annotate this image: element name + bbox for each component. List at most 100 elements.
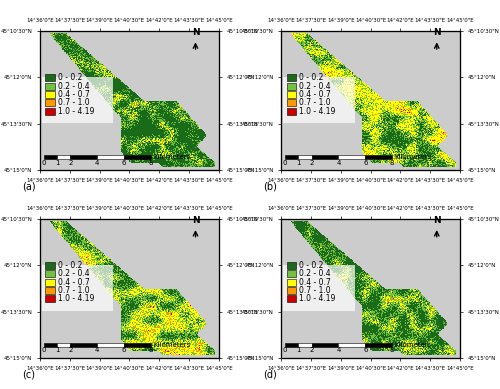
Text: 0: 0 <box>42 160 46 166</box>
Text: 8: 8 <box>148 347 153 354</box>
Bar <box>97 155 124 159</box>
Text: 1.0 - 4.19: 1.0 - 4.19 <box>299 294 336 303</box>
Bar <box>338 343 365 347</box>
Text: (c): (c) <box>22 369 35 379</box>
Text: 0.4 - 0.7: 0.4 - 0.7 <box>58 90 90 99</box>
Text: 4: 4 <box>336 160 340 166</box>
Text: (a): (a) <box>22 181 36 191</box>
Text: N: N <box>192 216 200 225</box>
Text: 1.0 - 4.19: 1.0 - 4.19 <box>58 107 94 116</box>
Text: 0.7 - 1.0: 0.7 - 1.0 <box>299 286 331 295</box>
FancyBboxPatch shape <box>283 77 354 123</box>
Bar <box>46 82 55 89</box>
FancyBboxPatch shape <box>283 265 354 310</box>
Text: 0 - 0.2: 0 - 0.2 <box>299 261 324 270</box>
Text: 1.0 - 4.19: 1.0 - 4.19 <box>299 107 336 116</box>
Text: 0.2 - 0.4: 0.2 - 0.4 <box>58 82 90 91</box>
Bar <box>46 91 55 98</box>
Text: 0.2 - 0.4: 0.2 - 0.4 <box>299 269 331 278</box>
Bar <box>286 287 296 294</box>
Text: 1: 1 <box>54 160 59 166</box>
Bar <box>286 295 296 302</box>
FancyBboxPatch shape <box>42 77 114 123</box>
Text: 0.7 - 1.0: 0.7 - 1.0 <box>58 98 90 107</box>
Text: Kilometers: Kilometers <box>154 154 190 160</box>
Bar <box>46 270 55 277</box>
Text: 6: 6 <box>363 160 368 166</box>
Bar <box>286 82 296 89</box>
Text: 4: 4 <box>95 347 100 354</box>
Bar <box>285 343 298 347</box>
Text: 0.2 - 0.4: 0.2 - 0.4 <box>58 269 90 278</box>
Text: 4: 4 <box>95 160 100 166</box>
Text: 0 - 0.2: 0 - 0.2 <box>299 73 324 82</box>
Bar <box>286 279 296 286</box>
Text: 8: 8 <box>390 160 394 166</box>
Text: 0.4 - 0.7: 0.4 - 0.7 <box>58 278 90 287</box>
Text: 0.7 - 1.0: 0.7 - 1.0 <box>299 98 331 107</box>
Text: 8: 8 <box>148 160 153 166</box>
Text: 0: 0 <box>282 160 287 166</box>
Text: 4: 4 <box>336 347 340 354</box>
Bar <box>70 343 97 347</box>
Bar <box>286 262 296 269</box>
Text: 1: 1 <box>296 160 300 166</box>
Text: 8: 8 <box>390 347 394 354</box>
Text: 0.4 - 0.7: 0.4 - 0.7 <box>299 90 331 99</box>
Text: 6: 6 <box>363 347 368 354</box>
Bar <box>57 343 70 347</box>
Text: 0 - 0.2: 0 - 0.2 <box>58 73 82 82</box>
Text: 0 - 0.2: 0 - 0.2 <box>58 261 82 270</box>
Bar <box>366 343 392 347</box>
Bar <box>298 343 312 347</box>
Bar <box>312 343 338 347</box>
Text: 0.2 - 0.4: 0.2 - 0.4 <box>299 82 331 91</box>
Text: 2: 2 <box>68 347 72 354</box>
Bar <box>46 99 55 106</box>
Bar <box>46 262 55 269</box>
Bar <box>298 155 312 159</box>
Bar <box>44 343 57 347</box>
Bar <box>286 270 296 277</box>
Text: 0: 0 <box>42 347 46 354</box>
Text: 1: 1 <box>54 347 59 354</box>
Bar <box>338 155 365 159</box>
Bar <box>286 99 296 106</box>
Text: 0.4 - 0.7: 0.4 - 0.7 <box>299 278 331 287</box>
Text: 1: 1 <box>296 347 300 354</box>
Bar <box>46 279 55 286</box>
Text: Kilometers: Kilometers <box>395 154 432 160</box>
Bar <box>46 295 55 302</box>
Bar <box>46 287 55 294</box>
Text: 2: 2 <box>310 347 314 354</box>
Bar <box>366 155 392 159</box>
Text: (d): (d) <box>264 369 277 379</box>
Text: N: N <box>433 216 440 225</box>
Bar <box>285 155 298 159</box>
Text: N: N <box>433 28 440 37</box>
Text: (b): (b) <box>264 181 278 191</box>
Bar <box>70 155 97 159</box>
Bar <box>312 155 338 159</box>
Text: 2: 2 <box>310 160 314 166</box>
Bar <box>46 108 55 114</box>
Text: 6: 6 <box>122 347 126 354</box>
Bar <box>97 343 124 347</box>
Bar <box>286 108 296 114</box>
Text: Kilometers: Kilometers <box>154 342 190 348</box>
Text: Kilometers: Kilometers <box>395 342 432 348</box>
Text: 2: 2 <box>68 160 72 166</box>
Bar <box>286 74 296 81</box>
Bar <box>124 343 151 347</box>
Text: 6: 6 <box>122 160 126 166</box>
Bar <box>124 155 151 159</box>
FancyBboxPatch shape <box>42 265 114 310</box>
Bar <box>44 155 57 159</box>
Bar <box>57 155 70 159</box>
Bar <box>46 74 55 81</box>
Text: N: N <box>192 28 200 37</box>
Text: 0: 0 <box>282 347 287 354</box>
Text: 1.0 - 4.19: 1.0 - 4.19 <box>58 294 94 303</box>
Text: 0.7 - 1.0: 0.7 - 1.0 <box>58 286 90 295</box>
Bar <box>286 91 296 98</box>
